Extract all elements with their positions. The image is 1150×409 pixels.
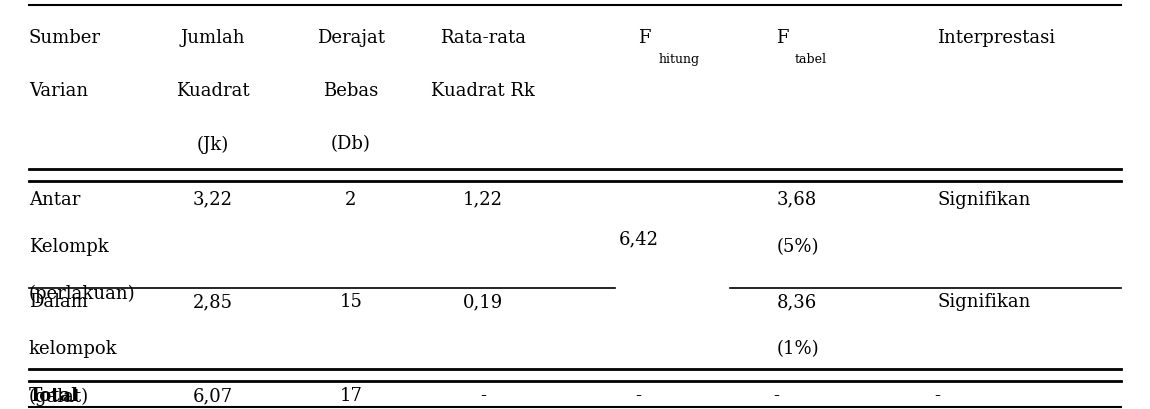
- Text: -: -: [635, 387, 642, 405]
- Text: 2,85: 2,85: [193, 292, 232, 310]
- Text: Rata-rata: Rata-rata: [440, 29, 526, 47]
- Text: 15: 15: [339, 292, 362, 310]
- Text: -: -: [934, 387, 941, 405]
- Text: (5%): (5%): [776, 237, 819, 255]
- Text: 3,68: 3,68: [776, 190, 816, 208]
- Text: Kuadrat: Kuadrat: [176, 82, 250, 100]
- Text: kelompok: kelompok: [29, 339, 117, 357]
- Text: (1%): (1%): [776, 339, 819, 357]
- Text: (Jk): (Jk): [197, 135, 229, 153]
- Text: Total: Total: [29, 387, 78, 405]
- Text: Kuadrat Rk: Kuadrat Rk: [431, 82, 535, 100]
- Text: Interprestasi: Interprestasi: [937, 29, 1056, 47]
- Text: Bebas: Bebas: [323, 82, 378, 100]
- Text: 6,07: 6,07: [193, 387, 232, 405]
- Text: F: F: [638, 29, 651, 47]
- Text: Jumlah: Jumlah: [181, 29, 245, 47]
- Text: (Db): (Db): [331, 135, 370, 153]
- Text: 3,22: 3,22: [193, 190, 232, 208]
- Text: Signifikan: Signifikan: [937, 292, 1030, 310]
- Text: -: -: [480, 387, 486, 405]
- Text: 17: 17: [339, 387, 362, 405]
- Text: 0,19: 0,19: [462, 292, 504, 310]
- Text: -: -: [773, 387, 780, 405]
- Text: Dalam: Dalam: [29, 292, 87, 310]
- Text: Signifikan: Signifikan: [937, 190, 1030, 208]
- Text: 1,22: 1,22: [463, 190, 503, 208]
- Text: tabel: tabel: [795, 53, 827, 66]
- Text: Antar: Antar: [29, 190, 80, 208]
- Text: F: F: [776, 29, 789, 47]
- Text: 6,42: 6,42: [619, 230, 658, 248]
- Text: Kelompk: Kelompk: [29, 237, 108, 255]
- Text: (galat): (galat): [29, 387, 89, 405]
- Text: hitung: hitung: [659, 53, 700, 66]
- Text: (perlakuan): (perlakuan): [29, 284, 136, 303]
- Text: Sumber: Sumber: [29, 29, 101, 47]
- Text: Varian: Varian: [29, 82, 87, 100]
- Text: Derajat: Derajat: [316, 29, 385, 47]
- Text: 8,36: 8,36: [776, 292, 816, 310]
- Text: 2: 2: [345, 190, 356, 208]
